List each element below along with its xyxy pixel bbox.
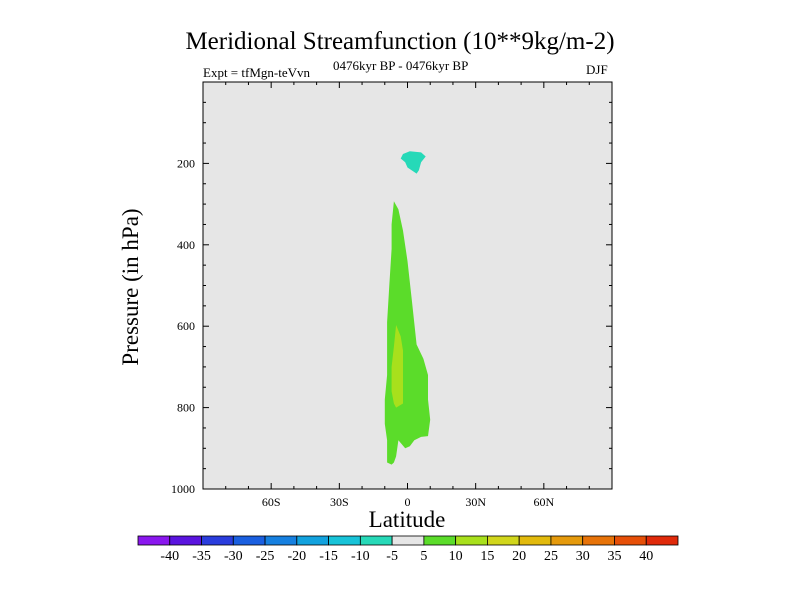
colorbar-swatch — [264, 535, 298, 546]
colorbar-swatch — [232, 535, 266, 546]
y-axis-title: Pressure (in hPa) — [118, 208, 143, 365]
contour-regions — [384, 151, 431, 465]
colorbar-label: 5 — [420, 549, 427, 564]
colorbar-swatch — [645, 535, 679, 546]
x-axis-title: Latitude — [369, 507, 446, 532]
colorbar-swatch — [328, 535, 361, 546]
colorbar-swatch — [137, 535, 171, 546]
colorbar-swatch — [550, 535, 584, 546]
x-tick-label: 60N — [533, 495, 554, 509]
x-tick-label: 60S — [262, 495, 281, 509]
colorbar-label: -30 — [224, 549, 243, 564]
y-tick-label: 600 — [177, 319, 195, 333]
colorbar-swatch — [169, 535, 202, 546]
colorbar-swatch — [455, 535, 488, 546]
colorbar-label: -35 — [192, 549, 211, 564]
x-axis-ticks: 60S 30S 0 30N 60N — [225, 82, 590, 509]
experiment-label: Expt = tfMgn-teVvn — [203, 65, 310, 80]
contour-region-0 — [400, 151, 426, 174]
colorbar: -40 -35 -30 -25 -20 -15 -10 -5 5 10 15 20 25 30 35 40 — [137, 535, 679, 564]
colorbar-label: -5 — [386, 549, 398, 564]
colorbar-label: 20 — [512, 549, 526, 564]
y-tick-label: 400 — [177, 238, 195, 252]
y-axis-ticks: 200 400 600 800 1000 — [171, 101, 612, 496]
colorbar-swatch — [296, 535, 329, 546]
colorbar-swatch — [201, 535, 234, 546]
colorbar-swatch — [423, 535, 457, 546]
colorbar-label: 15 — [480, 549, 494, 564]
colorbar-label: 35 — [607, 549, 621, 564]
y-tick-label: 200 — [177, 156, 195, 170]
colorbar-swatch — [582, 535, 615, 546]
colorbar-swatch — [614, 535, 647, 546]
colorbar-label: 25 — [544, 549, 558, 564]
y-tick-label: 1000 — [171, 482, 195, 496]
colorbar-label: 40 — [639, 549, 653, 564]
colorbar-swatch — [518, 535, 552, 546]
colorbar-label: -10 — [351, 549, 370, 564]
time-range-label: 0476kyr BP - 0476kyr BP — [333, 58, 469, 73]
y-tick-label: 800 — [177, 401, 195, 415]
colorbar-swatch — [391, 535, 425, 546]
colorbar-label: 30 — [576, 549, 590, 564]
colorbar-label: -40 — [160, 549, 179, 564]
chart-title: Meridional Streamfunction (10**9kg/m-2) — [185, 28, 615, 55]
colorbar-swatch — [487, 535, 520, 546]
x-tick-label: 30N — [465, 495, 486, 509]
colorbar-label: -20 — [287, 549, 306, 564]
x-tick-label: 30S — [330, 495, 349, 509]
colorbar-label: -15 — [319, 549, 338, 564]
contour-region-2 — [391, 325, 403, 408]
season-label: DJF — [586, 62, 608, 77]
colorbar-swatch — [359, 535, 393, 546]
colorbar-label: -25 — [256, 549, 275, 564]
x-tick-label: 0 — [405, 495, 411, 509]
colorbar-label: 10 — [449, 549, 463, 564]
